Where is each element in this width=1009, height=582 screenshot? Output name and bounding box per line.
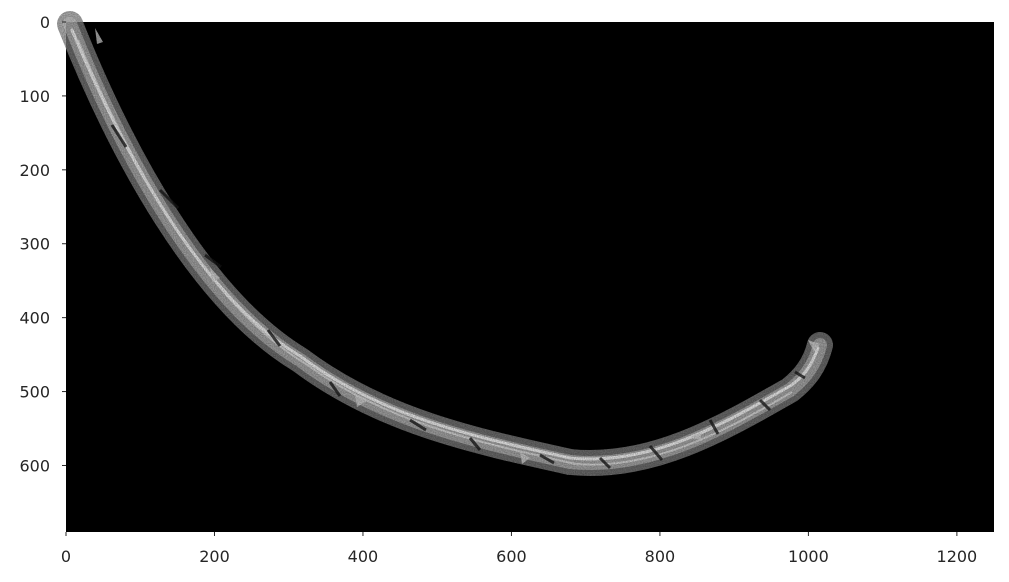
y-tick-label: 200 <box>19 161 50 180</box>
y-tick-label: 400 <box>19 309 50 328</box>
x-tick-label: 400 <box>348 547 379 566</box>
y-tick-label: 0 <box>40 13 50 32</box>
x-tick-label: 1200 <box>937 547 978 566</box>
y-axis: 0 100 200 300 400 500 600 <box>19 13 66 475</box>
curved-textured-band <box>57 11 833 476</box>
y-tick-label: 100 <box>19 87 50 106</box>
x-tick-label: 600 <box>496 547 527 566</box>
x-tick-label: 1000 <box>788 547 829 566</box>
y-tick-label: 600 <box>19 456 50 475</box>
y-tick-label: 500 <box>19 383 50 402</box>
x-tick-label: 200 <box>199 547 230 566</box>
x-tick-label: 0 <box>61 547 71 566</box>
y-tick-label: 300 <box>19 235 50 254</box>
x-axis: 0 200 400 600 800 1000 1200 <box>61 532 977 566</box>
x-tick-label: 800 <box>645 547 676 566</box>
